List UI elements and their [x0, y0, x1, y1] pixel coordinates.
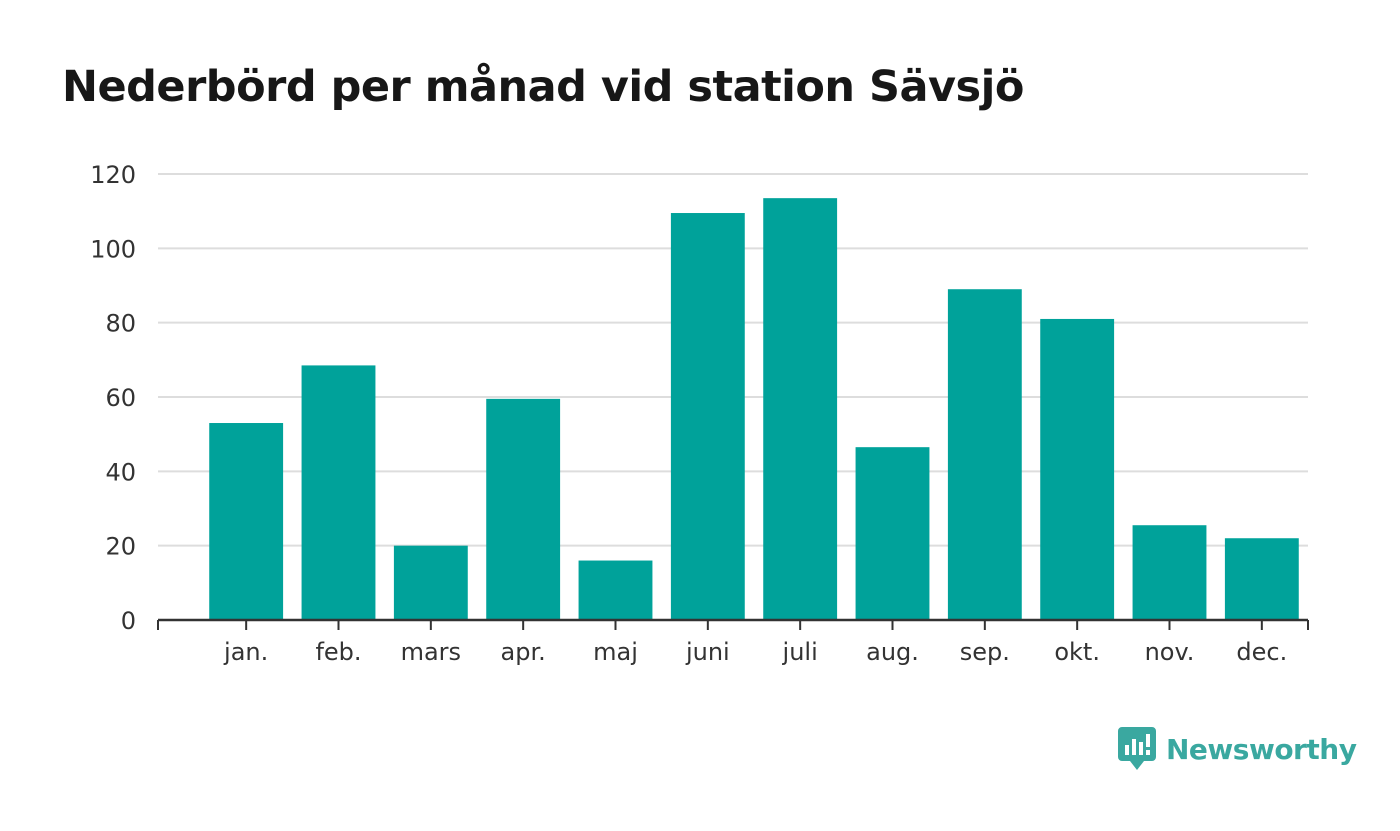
- newsworthy-brand: Newsworthy: [1118, 727, 1357, 773]
- x-axis: [157, 618, 1309, 630]
- x-tick-label: juni: [685, 638, 730, 666]
- y-tick-label: 60: [105, 384, 136, 412]
- y-tick-label: 40: [105, 458, 136, 486]
- chart-title: Nederbörd per månad vid station Sävsjö: [62, 62, 1024, 112]
- brand-name: Newsworthy: [1166, 733, 1357, 766]
- bar: [301, 365, 376, 620]
- x-tick-label: sep.: [960, 638, 1010, 666]
- y-axis-ticks: 0 20 40 60 80 100 120: [90, 161, 136, 635]
- bar: [763, 198, 838, 621]
- x-tick-label: dec.: [1236, 638, 1287, 666]
- x-tick-label: apr.: [501, 638, 546, 666]
- bar: [209, 423, 284, 620]
- bar: [670, 213, 745, 620]
- bar: [578, 560, 653, 620]
- x-tick-label: nov.: [1145, 638, 1195, 666]
- x-tick-label: aug.: [866, 638, 919, 666]
- x-axis-ticks: jan. feb. mars apr. maj juni juli aug. sep. okt. n…: [223, 638, 1287, 666]
- y-tick-label: 120: [90, 161, 136, 189]
- bar: [1132, 525, 1207, 620]
- x-tick-label: maj: [593, 638, 638, 666]
- y-tick-label: 20: [105, 533, 136, 561]
- bar: [947, 289, 1022, 620]
- y-tick-label: 80: [105, 310, 136, 338]
- bar: [1040, 318, 1115, 620]
- x-tick-label: juli: [782, 638, 818, 666]
- bar: [393, 545, 468, 620]
- x-tick-label: okt.: [1054, 638, 1100, 666]
- y-tick-label: 100: [90, 235, 136, 263]
- bars: [209, 198, 1299, 621]
- bar: [855, 447, 930, 620]
- x-tick-label: jan.: [223, 638, 268, 666]
- x-tick-label: feb.: [315, 638, 361, 666]
- y-tick-label: 0: [121, 607, 136, 635]
- newsworthy-logo-icon: [1118, 727, 1156, 770]
- x-tick-label: mars: [401, 638, 461, 666]
- bar: [486, 398, 561, 620]
- bar: [1224, 538, 1299, 620]
